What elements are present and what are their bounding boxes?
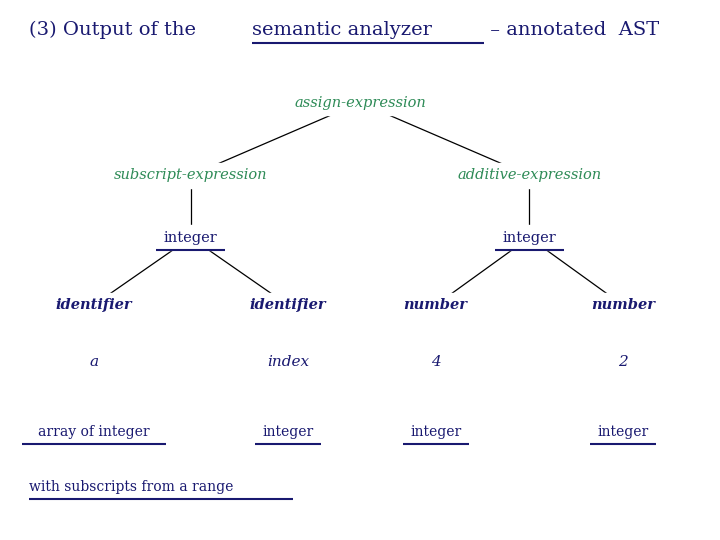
Text: index: index (267, 355, 309, 369)
Text: integer: integer (597, 425, 649, 439)
Text: semantic analyzer: semantic analyzer (252, 21, 432, 39)
Text: assign-expression: assign-expression (294, 96, 426, 110)
Text: array of integer: array of integer (37, 425, 150, 439)
Text: additive-expression: additive-expression (457, 168, 601, 183)
Text: – annotated  AST: – annotated AST (485, 21, 660, 39)
Text: 4: 4 (431, 355, 441, 369)
Text: number: number (404, 298, 467, 312)
Text: subscript-expression: subscript-expression (114, 168, 268, 183)
Text: a: a (89, 355, 98, 369)
Text: integer: integer (410, 425, 462, 439)
Text: identifier: identifier (55, 298, 132, 312)
Text: integer: integer (503, 231, 556, 245)
Text: identifier: identifier (250, 298, 326, 312)
Text: integer: integer (164, 231, 217, 245)
Text: (3) Output of the: (3) Output of the (29, 21, 202, 39)
Text: integer: integer (262, 425, 314, 439)
Text: number: number (591, 298, 654, 312)
Text: with subscripts from a range: with subscripts from a range (29, 481, 233, 495)
Text: 2: 2 (618, 355, 628, 369)
